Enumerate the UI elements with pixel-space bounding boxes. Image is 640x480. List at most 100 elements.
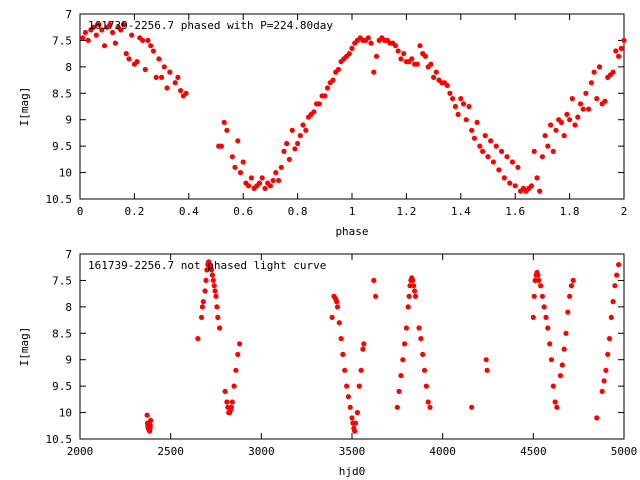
phased-data-point <box>93 32 99 38</box>
unphased-data-point <box>209 272 215 278</box>
phased-data-point <box>270 177 276 184</box>
unphased-data-point <box>354 410 360 416</box>
phased-data-point <box>586 106 592 112</box>
unphased-data-point <box>398 373 404 379</box>
phased-data-point <box>414 61 420 67</box>
unphased-data-point <box>403 325 409 331</box>
phased-x-tick-label: 0.6 <box>233 205 253 218</box>
unphased-y-tick-label: 8.5 <box>52 327 72 340</box>
unphased-data-point <box>352 428 358 434</box>
unphased-data-point <box>570 277 576 283</box>
phased-y-tick-label: 9.5 <box>52 140 72 153</box>
phased-data-point <box>120 22 127 28</box>
unphased-data-point <box>616 262 622 268</box>
unphased-light-curve-panel: 2000 2500 3000 3500 4000 4500 5000 7 7.5 8 8.5 9 9.5… <box>18 248 637 478</box>
phased-data-point <box>452 103 458 110</box>
phased-data-point <box>237 170 244 176</box>
phased-data-point <box>235 138 241 144</box>
phased-data-point <box>371 69 377 75</box>
unphased-y-tick-label: 10.5 <box>46 433 73 446</box>
phased-data-point <box>129 32 135 38</box>
phased-data-point <box>295 140 301 147</box>
unphased-data-point <box>336 320 342 326</box>
phased-data-point <box>107 22 113 28</box>
unphased-data-point <box>349 415 355 421</box>
phased-data-point <box>496 167 502 173</box>
phased-data-point <box>99 27 105 33</box>
phased-data-point <box>284 140 290 147</box>
phased-data-point <box>613 48 619 54</box>
unphased-data-point <box>344 383 350 389</box>
phased-data-point <box>292 146 298 152</box>
phased-data-point <box>504 154 510 160</box>
phased-data-point <box>564 111 570 117</box>
unphased-data-point <box>147 423 153 429</box>
phased-x-axis-label: phase <box>335 225 368 238</box>
phased-y-tick-label: 10 <box>59 167 72 180</box>
unphased-data-point <box>199 304 205 310</box>
phased-data-point <box>311 109 317 115</box>
unphased-data-point <box>400 357 406 363</box>
phased-data-point <box>112 40 118 46</box>
unphased-data-point <box>217 325 223 331</box>
unphased-data-point <box>358 367 364 373</box>
phased-y-tick-label: 8.5 <box>52 87 72 100</box>
phased-data-point <box>232 164 238 170</box>
unphased-data-point <box>228 404 234 410</box>
unphased-data-point <box>547 341 553 347</box>
phased-data-point <box>531 148 537 154</box>
phased-data-point <box>594 96 600 102</box>
unphased-data-point <box>200 299 206 305</box>
phased-data-point <box>276 177 282 184</box>
unphased-data-point <box>532 277 538 283</box>
unphased-data-point <box>423 383 429 389</box>
phased-data-point <box>616 53 622 59</box>
phased-data-point <box>618 45 624 52</box>
unphased-data-point <box>329 314 335 320</box>
unphased-data-point <box>204 267 210 273</box>
unphased-data-point <box>484 367 490 373</box>
phased-data-point <box>330 77 336 83</box>
unphased-data-point <box>208 267 215 273</box>
unphased-data-point <box>563 330 569 336</box>
unphased-data-point <box>411 283 417 289</box>
phased-data-point <box>178 88 184 94</box>
phased-data-point <box>156 56 162 62</box>
unphased-y-tick-label: 10 <box>59 407 72 420</box>
unphased-x-axis-label: hjd0 <box>339 465 366 478</box>
phased-plot-frame <box>79 13 625 200</box>
unphased-data-point <box>427 404 433 410</box>
phased-data-point <box>488 138 494 144</box>
phased-data-point <box>322 93 328 99</box>
phased-data-point <box>123 51 129 57</box>
unphased-data-point <box>548 357 555 363</box>
phased-data-point <box>428 61 434 67</box>
phased-data-point <box>610 69 616 75</box>
unphased-data-point <box>552 399 558 405</box>
phased-data-point <box>256 180 263 186</box>
unphased-data-point <box>402 341 408 347</box>
unphased-data-point <box>483 357 489 363</box>
phased-data-point <box>575 114 581 120</box>
phased-data-point <box>537 188 543 194</box>
phased-data-point <box>281 148 287 154</box>
phased-x-tick-label: 0.2 <box>124 205 144 218</box>
phased-data-point <box>278 164 284 170</box>
phased-data-point <box>159 74 165 80</box>
unphased-data-point <box>342 367 348 373</box>
phased-data-point <box>417 43 423 49</box>
unphased-x-tick-label: 3000 <box>248 445 275 458</box>
unphased-data-point <box>561 346 567 352</box>
unphased-data-point <box>233 367 239 373</box>
unphased-data-point <box>345 394 351 400</box>
phased-data-point <box>126 56 132 62</box>
phased-data-point <box>493 143 499 149</box>
unphased-data-point <box>608 314 614 320</box>
phased-data-point <box>561 133 567 139</box>
unphased-x-tick-label: 4000 <box>429 445 456 458</box>
phased-data-point <box>140 37 146 44</box>
phased-data-point <box>602 98 608 104</box>
unphased-data-point <box>606 336 613 342</box>
phased-data-point <box>477 143 483 149</box>
